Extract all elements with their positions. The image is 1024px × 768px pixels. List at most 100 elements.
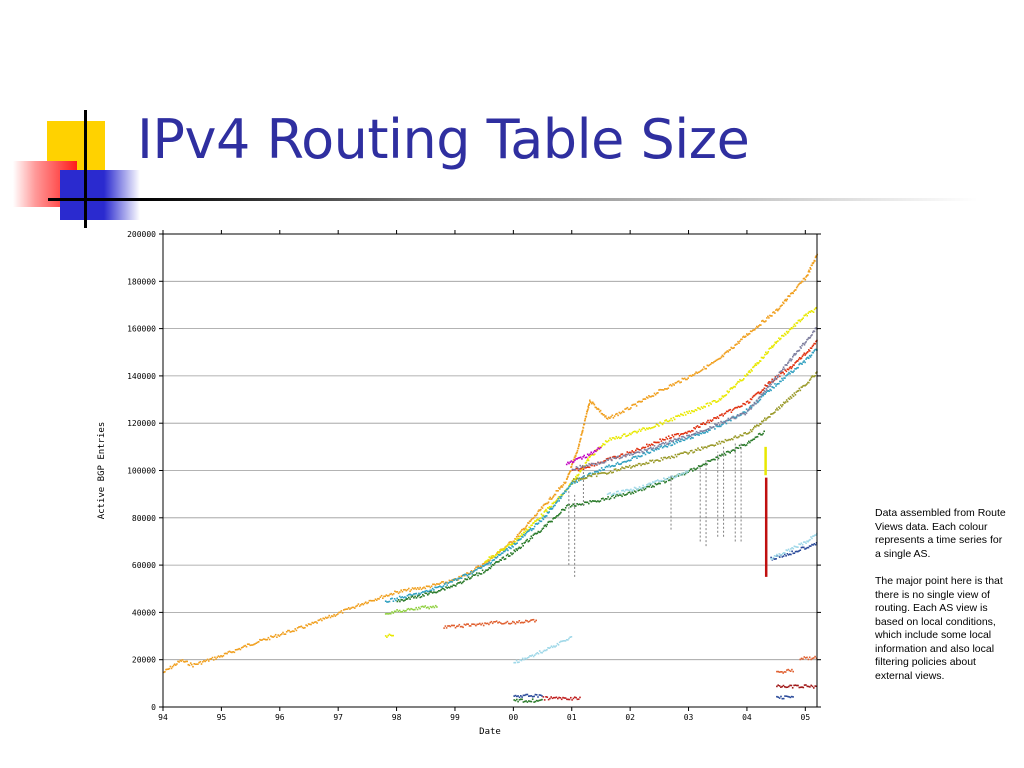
data-point [683, 432, 686, 434]
data-point [521, 528, 524, 531]
data-point [752, 395, 755, 397]
data-point [724, 351, 727, 354]
data-point [664, 456, 666, 459]
data-point [578, 443, 581, 446]
data-point [788, 295, 790, 297]
data-point [486, 622, 489, 625]
data-point [428, 585, 430, 588]
data-point [687, 412, 689, 414]
data-point [444, 583, 446, 585]
data-point [639, 400, 641, 403]
data-point [763, 393, 766, 395]
data-point [568, 637, 570, 640]
data-point [752, 428, 754, 431]
data-point [541, 528, 544, 530]
data-point [182, 660, 185, 663]
data-point [795, 684, 798, 687]
data-point [487, 560, 489, 563]
data-point [628, 432, 631, 435]
data-point [808, 271, 811, 273]
data-point [539, 531, 542, 533]
data-point [642, 427, 644, 429]
data-point [413, 597, 415, 599]
data-point [780, 404, 782, 406]
data-point [785, 300, 788, 302]
data-point [765, 391, 767, 394]
data-point [802, 385, 804, 387]
data-point [722, 422, 725, 424]
data-point [522, 527, 525, 530]
data-point [388, 633, 391, 636]
data-point [766, 386, 769, 389]
data-point [432, 605, 434, 608]
data-point [535, 653, 537, 655]
data-point [608, 457, 611, 460]
data-point [178, 661, 180, 663]
data-point [652, 395, 655, 397]
data-point [439, 582, 442, 584]
data-point [787, 554, 790, 556]
data-point [187, 663, 190, 666]
data-point [546, 502, 549, 505]
data-point [685, 378, 687, 381]
data-point [803, 352, 806, 355]
data-point [463, 623, 466, 626]
data-point [715, 456, 717, 459]
data-point [492, 559, 495, 561]
data-point [792, 395, 795, 398]
data-point [632, 403, 634, 406]
data-point [598, 469, 601, 471]
data-point [205, 659, 208, 662]
data-point [391, 593, 394, 596]
data-point [802, 686, 805, 689]
data-point [592, 463, 594, 465]
data-point [761, 320, 763, 322]
data-point [772, 380, 775, 383]
data-point [527, 621, 530, 623]
data-point [793, 290, 795, 292]
data-point [589, 475, 592, 477]
data-point [721, 423, 723, 426]
data-point [518, 696, 521, 699]
data-point [640, 401, 642, 403]
data-point [722, 355, 725, 358]
data-point [664, 419, 666, 422]
data-point [246, 643, 249, 645]
data-point [777, 684, 779, 686]
data-point [759, 324, 761, 326]
data-point [799, 362, 801, 365]
data-point [799, 686, 802, 689]
data-point [585, 415, 588, 418]
data-point [760, 324, 762, 326]
data-point [723, 353, 726, 355]
data-point [485, 563, 487, 566]
data-point [801, 386, 803, 388]
data-point [649, 459, 651, 462]
data-point [541, 698, 543, 701]
data-series [513, 698, 543, 703]
data-point [575, 477, 578, 479]
data-point [782, 404, 784, 406]
data-point [765, 419, 767, 421]
data-point [451, 579, 453, 581]
data-point [768, 317, 770, 319]
data-point [466, 574, 469, 577]
data-point [631, 490, 633, 492]
data-point [806, 357, 808, 359]
data-point [706, 402, 709, 405]
data-point [257, 641, 260, 643]
data-point [547, 521, 549, 523]
data-point [243, 645, 245, 647]
data-point [613, 492, 615, 495]
data-point [745, 412, 748, 414]
data-point [390, 612, 392, 615]
data-point [534, 515, 537, 517]
data-point [288, 629, 290, 632]
data-point [558, 500, 560, 502]
data-point [585, 464, 588, 466]
data-point [545, 502, 547, 505]
data-point [446, 581, 448, 584]
data-point [411, 608, 414, 611]
data-point [704, 429, 706, 432]
data-point [686, 472, 688, 474]
